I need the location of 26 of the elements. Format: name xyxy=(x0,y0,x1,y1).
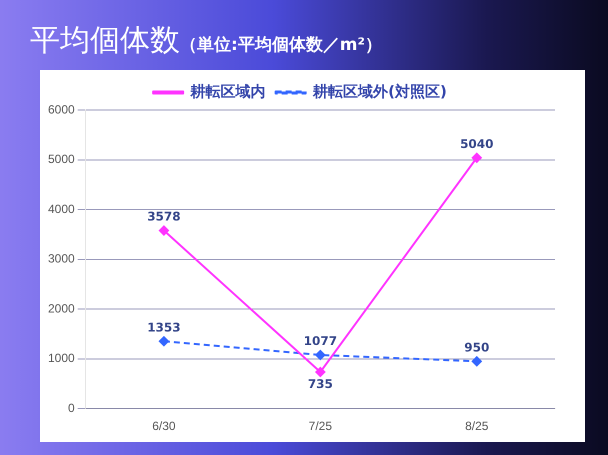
point xyxy=(472,356,482,366)
data-label: 735 xyxy=(308,377,333,392)
y-tick-label: 1000 xyxy=(48,351,76,366)
x-tick-label: 7/25 xyxy=(308,419,332,434)
y-tick-label: 6000 xyxy=(48,102,76,116)
legend-label: 耕転区域外(対照区) xyxy=(312,82,447,100)
point xyxy=(315,350,326,360)
y-tick-label: 5000 xyxy=(48,152,76,166)
legend-label: 耕転区域内 xyxy=(190,82,266,100)
x-tick-label: 8/25 xyxy=(465,419,489,434)
chart-title: 平均個体数 xyxy=(30,23,180,58)
y-tick-label: 4000 xyxy=(48,202,76,216)
point xyxy=(158,336,169,346)
data-label: 1353 xyxy=(147,320,181,334)
point xyxy=(158,226,169,236)
data-label: 3578 xyxy=(147,210,181,224)
y-tick-label: 2000 xyxy=(48,301,76,316)
point xyxy=(315,367,326,378)
y-tick-label: 3000 xyxy=(48,252,76,266)
point xyxy=(472,152,482,163)
data-label: 950 xyxy=(464,340,490,354)
chart-subtitle: （単位:平均個体数／m²） xyxy=(180,35,382,55)
data-label: 1077 xyxy=(304,334,338,348)
y-tick-label: 0 xyxy=(68,400,76,415)
data-label: 5040 xyxy=(460,136,494,151)
x-tick-label: 6/30 xyxy=(152,419,176,434)
